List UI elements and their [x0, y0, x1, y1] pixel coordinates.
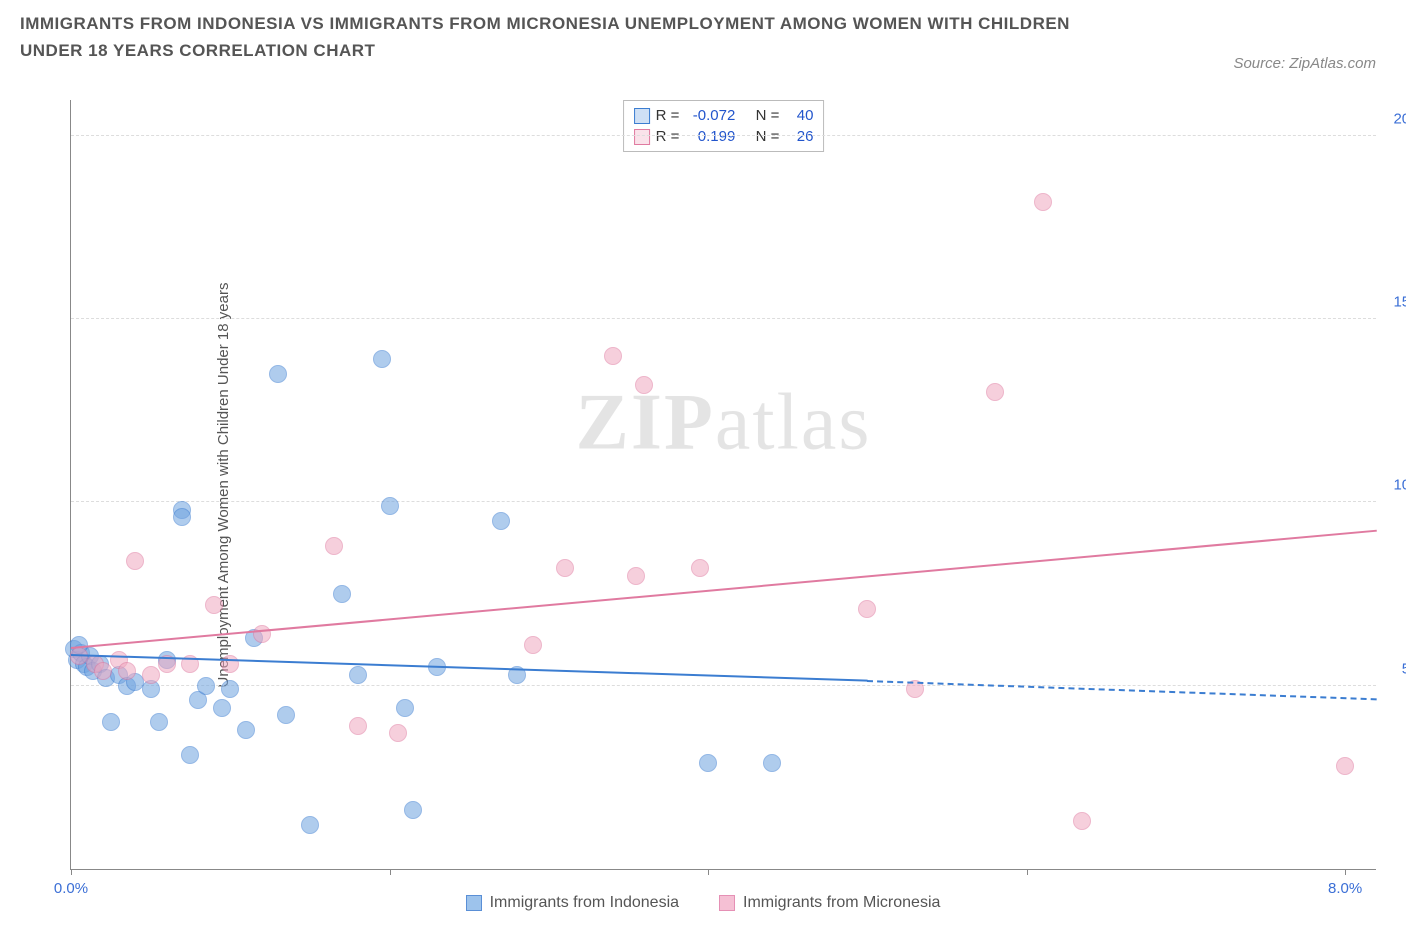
data-point	[691, 559, 709, 577]
data-point	[635, 376, 653, 394]
data-point	[150, 713, 168, 731]
legend-label: Immigrants from Micronesia	[743, 894, 940, 912]
data-point	[1073, 812, 1091, 830]
stat-n-value: 40	[785, 105, 813, 126]
stats-row: R =0.199 N =26	[634, 126, 814, 147]
chart-container: IMMIGRANTS FROM INDONESIA VS IMMIGRANTS …	[0, 0, 1406, 930]
gridline	[71, 135, 1376, 136]
data-point	[389, 724, 407, 742]
source-label: Source: ZipAtlas.com	[1233, 55, 1376, 72]
data-point	[253, 625, 271, 643]
x-tick	[1027, 869, 1028, 875]
legend-swatch	[634, 108, 650, 124]
x-tick	[1345, 869, 1346, 875]
data-point	[492, 512, 510, 530]
data-point	[237, 721, 255, 739]
stat-n-label: N =	[756, 105, 780, 126]
data-point	[404, 801, 422, 819]
y-axis-title: Unemployment Among Women with Children U…	[215, 282, 232, 687]
data-point	[333, 585, 351, 603]
data-point	[221, 680, 239, 698]
x-tick	[708, 869, 709, 875]
data-point	[181, 746, 199, 764]
gridline	[71, 318, 1376, 319]
chart-title: IMMIGRANTS FROM INDONESIA VS IMMIGRANTS …	[20, 10, 1100, 64]
data-point	[325, 537, 343, 555]
data-point	[205, 596, 223, 614]
data-point	[173, 508, 191, 526]
x-tick	[71, 869, 72, 875]
data-point	[118, 662, 136, 680]
data-point	[277, 706, 295, 724]
stat-r-label: R =	[656, 126, 680, 147]
legend-item: Immigrants from Indonesia	[466, 894, 679, 912]
data-point	[627, 567, 645, 585]
data-point	[142, 666, 160, 684]
y-tick-label: 10.0%	[1381, 477, 1406, 494]
data-point	[213, 699, 231, 717]
data-point	[1336, 757, 1354, 775]
stats-legend-box: R =-0.072 N =40R =0.199 N =26	[623, 100, 825, 152]
y-tick-label: 5.0%	[1381, 660, 1406, 677]
data-point	[269, 365, 287, 383]
watermark: ZIPatlas	[576, 377, 872, 468]
gridline	[71, 501, 1376, 502]
data-point	[699, 754, 717, 772]
data-point	[524, 636, 542, 654]
stat-r-value: 0.199	[685, 126, 735, 147]
y-tick-label: 15.0%	[1381, 294, 1406, 311]
data-point	[396, 699, 414, 717]
x-tick	[390, 869, 391, 875]
data-point	[221, 655, 239, 673]
legend-swatch	[634, 129, 650, 145]
data-point	[556, 559, 574, 577]
stat-n-value: 26	[785, 126, 813, 147]
trend-line	[71, 530, 1377, 649]
data-point	[102, 713, 120, 731]
plot-area: ZIPatlas Unemployment Among Women with C…	[70, 100, 1376, 870]
data-point	[986, 383, 1004, 401]
data-point	[94, 662, 112, 680]
data-point	[373, 350, 391, 368]
data-point	[197, 677, 215, 695]
gridline	[71, 685, 1376, 686]
legend-swatch	[466, 895, 482, 911]
watermark-light: atlas	[715, 378, 872, 466]
data-point	[858, 600, 876, 618]
trend-line	[867, 680, 1377, 700]
stat-r-label: R =	[656, 105, 680, 126]
data-point	[763, 754, 781, 772]
data-point	[381, 497, 399, 515]
y-tick-label: 20.0%	[1381, 110, 1406, 127]
data-point	[1034, 193, 1052, 211]
bottom-legend: Immigrants from Indonesia Immigrants from…	[0, 894, 1406, 912]
stat-r-value: -0.072	[685, 105, 735, 126]
data-point	[349, 666, 367, 684]
stat-n-label: N =	[756, 126, 780, 147]
legend-label: Immigrants from Indonesia	[490, 894, 679, 912]
legend-swatch	[719, 895, 735, 911]
stats-row: R =-0.072 N =40	[634, 105, 814, 126]
title-row: IMMIGRANTS FROM INDONESIA VS IMMIGRANTS …	[20, 10, 1386, 64]
data-point	[349, 717, 367, 735]
legend-item: Immigrants from Micronesia	[719, 894, 940, 912]
data-point	[301, 816, 319, 834]
data-point	[604, 347, 622, 365]
data-point	[126, 552, 144, 570]
